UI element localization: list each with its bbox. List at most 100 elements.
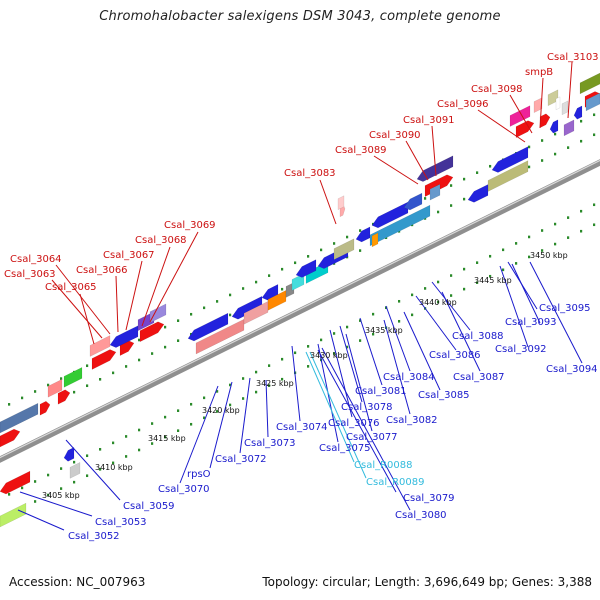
gene-label-bottom: Csal_3084 [383, 372, 435, 383]
gene-label-rna: Csal_R0089 [366, 477, 425, 488]
guide-dot [73, 460, 76, 464]
guide-dot [411, 293, 414, 297]
guide-dot [333, 242, 336, 245]
guide-dot [463, 197, 466, 201]
gene-feature [139, 321, 165, 343]
guide-dot [216, 390, 219, 393]
gene-feature [467, 184, 489, 203]
guide-dot [268, 384, 271, 387]
guide-dot [528, 235, 531, 239]
label-leaders [17, 61, 583, 531]
guide-dot [216, 410, 219, 413]
guide-dot [593, 113, 596, 117]
guide-dot [385, 306, 388, 310]
gene-label-bottom: Csal_3073 [244, 438, 296, 449]
gene-feature [0, 402, 39, 434]
gene-label-bottom: Csal_3059 [123, 501, 175, 512]
guide-dot [567, 216, 570, 219]
label-leader-line [441, 291, 481, 372]
gene-feature [515, 120, 535, 138]
guide-dot [255, 390, 258, 394]
guide-dot [255, 280, 258, 284]
guide-dot [502, 268, 505, 272]
guide-dot [528, 165, 531, 169]
tick-label: 3425 kbp [256, 379, 294, 388]
gene-feature [491, 146, 529, 173]
guide-dot [528, 145, 531, 149]
gene-label-top: Csal_3068 [135, 235, 187, 246]
guide-dot [47, 493, 50, 497]
guide-dot [580, 209, 583, 213]
guide-dot [229, 383, 232, 387]
feature-blocks [0, 72, 600, 528]
guide-dot [164, 325, 167, 329]
guide-dot [320, 248, 323, 252]
gene-feature [261, 283, 279, 301]
guide-dot [554, 152, 557, 156]
label-leader-line [499, 265, 529, 348]
gene-label-bottom: Csal_3076 [328, 418, 380, 429]
gene-label-top: Csal_3103 [547, 52, 599, 63]
gene-feature [333, 238, 355, 261]
guide-dot [177, 339, 180, 342]
guide-dot [398, 319, 401, 323]
guide-dot [138, 428, 141, 432]
label-leader-line [309, 351, 367, 479]
accession-text: Accession: NC_007963 [9, 575, 146, 589]
gene-feature [89, 335, 111, 357]
label-leader-line [385, 305, 411, 372]
gene-label-bottom: Csal_3095 [539, 303, 591, 314]
gene-label-bottom: Csal_3088 [452, 331, 504, 342]
guide-dot [255, 370, 258, 374]
label-leader-line [65, 439, 121, 501]
guide-dot [151, 422, 154, 425]
gene-label-bottom: Csal_3086 [429, 350, 481, 361]
guide-dot [450, 294, 453, 297]
gene-label-top: smpB [525, 67, 553, 78]
gene-feature [0, 428, 21, 448]
guide-dot [229, 313, 232, 317]
gene-label-top: Csal_3098 [471, 84, 523, 95]
gene-feature [579, 72, 600, 95]
gene-feature [563, 119, 575, 137]
gene-label-bottom: Csal_3053 [95, 517, 147, 528]
gene-feature [555, 96, 561, 111]
guide-dot [528, 255, 531, 259]
guide-dot [281, 357, 284, 361]
guide-dot [541, 229, 544, 232]
guide-dot [138, 358, 141, 362]
guide-dot [203, 306, 206, 310]
label-leader-line [319, 179, 337, 225]
gene-feature [369, 204, 431, 247]
gene-label-rna: Csal_R0088 [354, 460, 413, 471]
guide-dot [346, 235, 349, 239]
guide-dot [281, 287, 284, 291]
tick-label: 3420 kbp [202, 406, 240, 415]
guide-dot [372, 332, 375, 336]
guide-dot [593, 133, 596, 137]
gene-label-bottom: Csal_3074 [276, 422, 328, 433]
guide-dot [86, 384, 89, 388]
guide-dot [190, 402, 193, 406]
gene-label-bottom: Csal_3075 [319, 443, 371, 454]
guide-dot [216, 300, 219, 303]
guide-dot [463, 287, 466, 291]
guide-dot [8, 403, 11, 406]
guide-dot [346, 345, 349, 349]
gene-feature [149, 303, 167, 324]
guide-dot [281, 377, 284, 381]
guide-dot [463, 177, 466, 181]
guide-dot [476, 281, 479, 284]
gene-label-top: Csal_3064 [10, 254, 62, 265]
guide-dot [164, 415, 167, 419]
guide-dot [489, 254, 492, 258]
gene-feature [267, 290, 287, 311]
gene-feature [549, 119, 559, 134]
tick-label: 3430 kbp [310, 351, 348, 360]
label-leader-line [477, 109, 526, 143]
gene-label-bottom: Csal_3078 [341, 402, 393, 413]
guide-dot [593, 203, 596, 207]
backbone-highlight [0, 159, 600, 459]
gene-label-bottom: Csal_3093 [505, 317, 557, 328]
